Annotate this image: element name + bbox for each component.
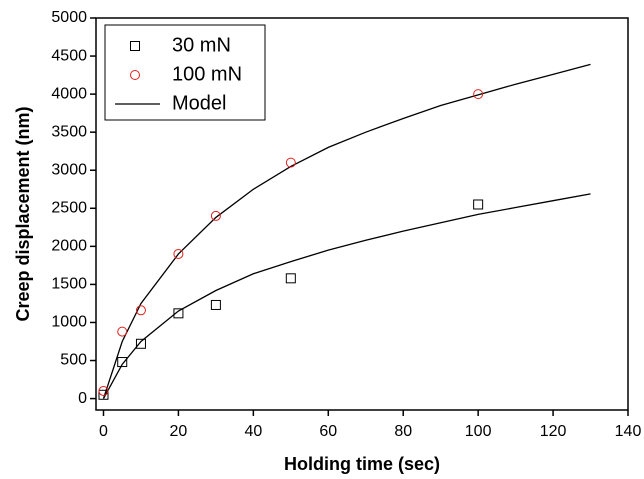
- x-tick-label: 140: [615, 423, 642, 440]
- circle-marker: [135, 305, 146, 316]
- y-tick-label: 2500: [51, 200, 87, 217]
- y-tick-label: 5000: [51, 9, 87, 26]
- y-tick-label: 3500: [51, 123, 87, 140]
- square-marker: [117, 357, 128, 368]
- square-marker: [135, 338, 146, 349]
- x-tick-label: 80: [394, 423, 412, 440]
- circle-marker: [98, 385, 109, 396]
- circle-marker: [130, 70, 140, 80]
- legend-label: 30 mN: [172, 34, 231, 56]
- y-tick-label: 4000: [51, 85, 87, 102]
- circle-marker: [210, 210, 221, 221]
- y-tick-label: 0: [78, 390, 87, 407]
- x-tick-label: 60: [319, 423, 337, 440]
- y-tick-label: 2000: [51, 238, 87, 255]
- x-tick-label: 120: [540, 423, 567, 440]
- y-tick-label: 3000: [51, 161, 87, 178]
- circle-marker: [117, 326, 128, 337]
- y-tick-label: 1500: [51, 276, 87, 293]
- y-tick-label: 4500: [51, 47, 87, 64]
- model-line: [102, 193, 591, 399]
- square-marker: [98, 389, 109, 400]
- y-tick-label: 1000: [51, 314, 87, 331]
- legend-label: 100 mN: [172, 63, 242, 85]
- x-tick-label: 0: [99, 423, 108, 440]
- x-tick-label: 20: [170, 423, 188, 440]
- square-marker: [130, 41, 140, 51]
- square-marker: [473, 199, 484, 210]
- circle-marker: [285, 157, 296, 168]
- circle-marker: [473, 89, 484, 100]
- legend-label: Model: [172, 92, 226, 114]
- plot-frame: [95, 17, 629, 411]
- y-axis-title: Creep displacement (nm): [13, 106, 33, 321]
- x-tick-label: 40: [244, 423, 262, 440]
- model-line: [102, 63, 591, 399]
- x-tick-label: 100: [465, 423, 492, 440]
- square-marker: [285, 273, 296, 284]
- x-axis-title: Holding time (sec): [284, 454, 440, 474]
- square-marker: [210, 299, 221, 310]
- square-marker: [173, 308, 184, 319]
- y-tick-label: 500: [60, 352, 87, 369]
- circle-marker: [173, 248, 184, 259]
